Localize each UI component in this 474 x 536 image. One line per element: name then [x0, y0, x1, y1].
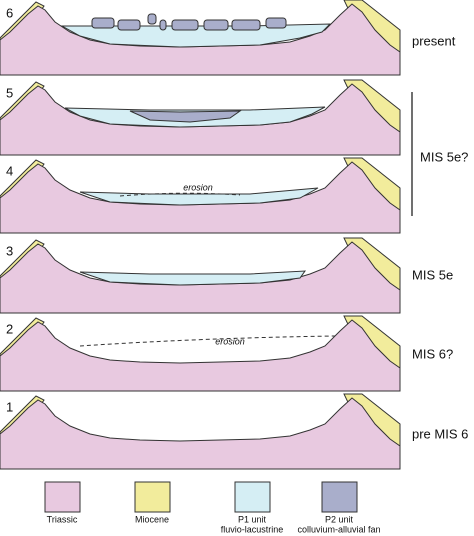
stage-number: 5 — [6, 85, 13, 100]
erosion-line — [79, 335, 336, 347]
p2-unit — [203, 19, 229, 31]
p2-unit — [129, 110, 242, 123]
p2-unit — [231, 19, 261, 31]
stage-number: 6 — [6, 5, 13, 20]
legend-label: Miocene — [135, 514, 169, 524]
triassic — [0, 397, 401, 470]
period-label: MIS 5e — [412, 267, 453, 282]
period-label: MIS 5e? — [420, 149, 468, 164]
p2-unit — [117, 19, 141, 31]
legend-sublabel: colluvium-alluvial fan — [297, 524, 380, 534]
p1-unit — [79, 187, 319, 206]
stage-number: 4 — [6, 163, 13, 178]
sections: 6 5 4 3 2 1 erosion erosion — [0, 0, 401, 470]
p2-unit — [91, 17, 115, 29]
period-label: pre MIS 6 — [412, 426, 468, 441]
stage-number: 2 — [6, 321, 13, 336]
legend-sublabel: fluvio-lacustrine — [221, 524, 284, 534]
erosion-line — [119, 192, 241, 197]
erosion-label: erosion — [215, 336, 245, 346]
legend-label: P1 unit — [238, 514, 267, 524]
legend-swatch — [134, 481, 171, 513]
period-label: present — [412, 33, 456, 48]
legend-swatch — [321, 481, 358, 513]
erosion-label: erosion — [183, 182, 213, 192]
triassic — [0, 319, 401, 392]
legend-label: Triassic — [47, 514, 78, 524]
p2-unit — [171, 19, 199, 31]
p2-unit — [147, 13, 157, 25]
stage-number: 3 — [6, 243, 13, 258]
legend-swatch — [44, 481, 81, 513]
p2-unit — [159, 19, 167, 31]
p2-unit — [265, 17, 287, 29]
period-label: MIS 6? — [412, 346, 453, 361]
p1-unit — [79, 270, 307, 286]
legend-label: P2 unit — [325, 514, 354, 524]
legend-swatch — [234, 481, 271, 513]
stage-number: 1 — [6, 399, 13, 414]
